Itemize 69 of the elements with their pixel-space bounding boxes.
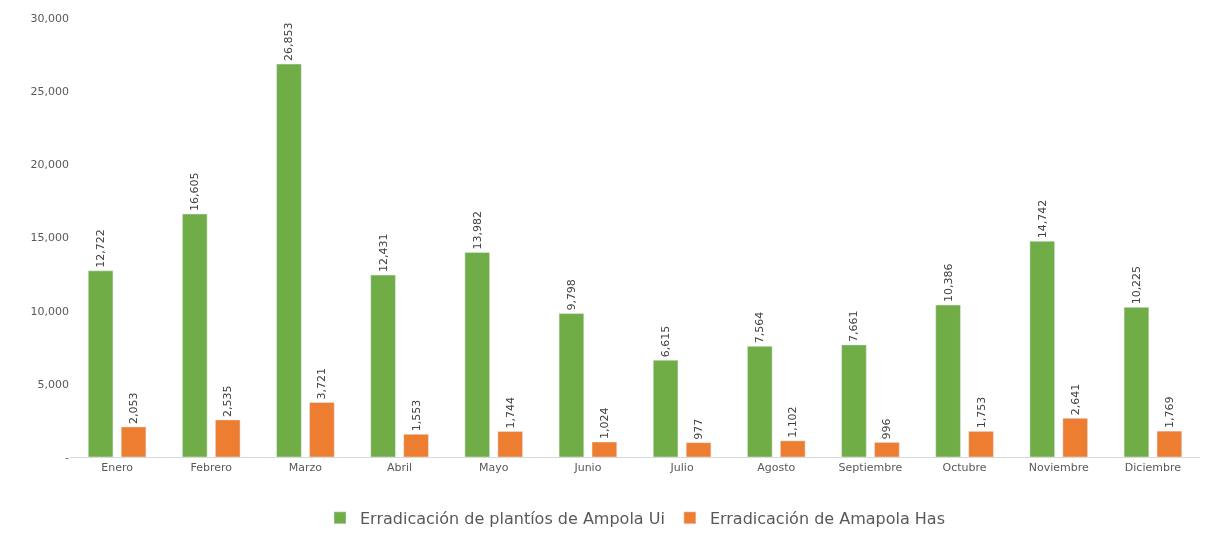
- x-tick-label: Septiembre: [838, 461, 903, 475]
- y-tick-label: 25,000: [30, 85, 69, 99]
- data-label: 1,753: [974, 396, 988, 429]
- bar: [652, 359, 679, 457]
- bar: [1062, 418, 1088, 457]
- data-label: 12,722: [94, 229, 108, 268]
- x-tick-label: Abril: [387, 461, 413, 475]
- data-label: 7,564: [753, 311, 767, 344]
- data-label: 3,721: [315, 368, 329, 400]
- y-tick-label: -: [65, 450, 70, 464]
- x-tick-label: Noviembre: [1028, 461, 1089, 475]
- y-tick-label: 15,000: [30, 231, 69, 245]
- data-label: 13,982: [470, 210, 484, 250]
- bar: [276, 63, 302, 457]
- data-label: 16,605: [188, 172, 202, 212]
- x-tick-label: Enero: [101, 461, 134, 475]
- data-label: 26,853: [282, 22, 296, 62]
- bar: [1156, 430, 1183, 457]
- data-label: 10,225: [1129, 265, 1143, 305]
- data-label: 1,553: [409, 399, 423, 432]
- bar: [309, 402, 335, 457]
- bar: [370, 274, 396, 457]
- data-label: 996: [880, 418, 894, 440]
- bar: [87, 270, 114, 457]
- bar: [120, 426, 147, 457]
- data-label: 2,053: [127, 392, 141, 424]
- bar: [591, 441, 618, 457]
- bar: [215, 419, 241, 457]
- legend-label: Erradicación de Amapola Has: [709, 509, 945, 529]
- data-label: 2,535: [221, 385, 235, 417]
- y-tick-label: 10,000: [30, 304, 69, 318]
- bar: [841, 344, 867, 457]
- x-tick-label: Julio: [669, 461, 694, 475]
- bar: [558, 313, 585, 457]
- bar: [1123, 307, 1150, 457]
- data-label: 1,102: [786, 406, 800, 438]
- bar: [685, 442, 712, 457]
- x-tick-label: Mayo: [479, 461, 509, 475]
- bar: [747, 346, 773, 457]
- data-label: 9,798: [564, 279, 578, 311]
- x-tick-label: Agosto: [757, 461, 796, 475]
- data-label: 977: [692, 418, 706, 440]
- data-label: 14,742: [1035, 199, 1049, 239]
- bar: [182, 213, 208, 457]
- y-tick-label: 20,000: [30, 158, 69, 172]
- y-tick-label: 30,000: [30, 11, 69, 25]
- bar: [464, 252, 490, 457]
- bar: [968, 431, 994, 457]
- data-label: 1,024: [597, 407, 611, 440]
- bar: [403, 434, 429, 457]
- data-label: 12,431: [376, 233, 390, 273]
- data-label: 7,661: [847, 310, 861, 342]
- x-tick-label: Febrero: [190, 461, 233, 475]
- bar: [935, 304, 961, 457]
- data-label: 1,744: [503, 396, 517, 429]
- bar: [780, 440, 806, 457]
- legend-label: Erradicación de plantíos de Ampola Ui: [360, 509, 665, 529]
- data-label: 2,641: [1068, 383, 1082, 416]
- bar: [874, 442, 900, 457]
- bar: [497, 431, 523, 457]
- x-tick-label: Marzo: [288, 461, 323, 475]
- data-label: 10,386: [941, 263, 955, 303]
- x-tick-label: Diciembre: [1124, 461, 1182, 475]
- x-tick-label: Octubre: [942, 461, 987, 475]
- data-label: 6,615: [659, 325, 673, 358]
- y-tick-label: 5,000: [37, 377, 69, 391]
- x-tick-label: Junio: [573, 461, 602, 475]
- bar: [1029, 241, 1055, 457]
- data-label: 1,769: [1162, 396, 1176, 429]
